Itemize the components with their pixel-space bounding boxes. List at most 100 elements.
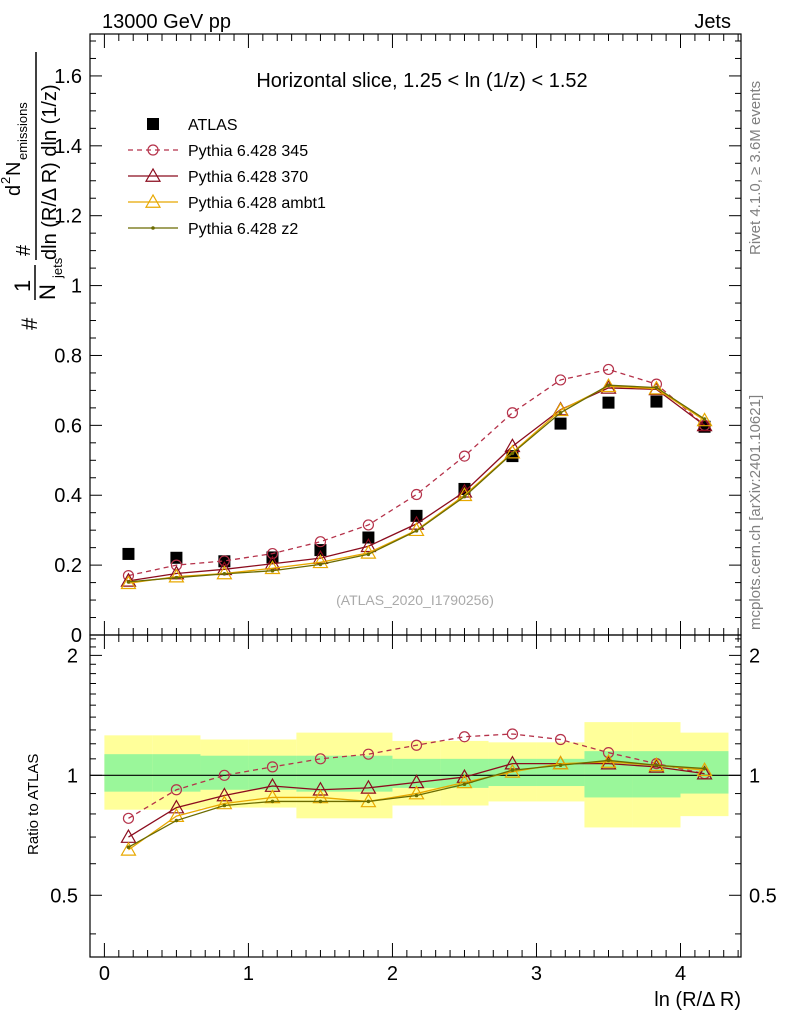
data-point-pythia-6-428-z2	[222, 572, 227, 576]
legend-entry-pythia-6-428-345: Pythia 6.428 345	[128, 143, 308, 160]
y-tick-label: 1.4	[54, 136, 82, 158]
legend-label: ATLAS	[188, 117, 238, 134]
ratio-point-pythia-6-428-z2	[510, 768, 515, 773]
ratio-point-pythia-6-428-z2	[270, 799, 275, 804]
ratio-point-pythia-6-428-345	[170, 784, 183, 796]
ylabel-denominator: dln (R/Δ R) dln (1/z)	[39, 84, 61, 260]
ylabel-hash-2: #	[13, 244, 35, 256]
legend-marker	[144, 167, 162, 182]
stat-uncertainty-band	[392, 758, 441, 788]
legend-marker	[147, 144, 159, 156]
y-tick-label: 1.6	[54, 66, 82, 88]
ratio-point-pythia-6-428-345	[314, 753, 327, 765]
ratio-y-tick-label-right: 2	[749, 645, 760, 667]
series-line-pythia-6-428-z2	[128, 384, 705, 583]
ylabel-d2-sup: 2	[0, 177, 13, 184]
series-line-pythia-6-428-370	[128, 387, 705, 582]
data-point-pythia-6-428-z2	[606, 383, 611, 387]
legend-entry-pythia-6-428-370: Pythia 6.428 370	[128, 167, 308, 186]
data-point-pythia-6-428-345	[314, 536, 327, 548]
ratio-point-pythia-6-428-z2	[414, 793, 419, 798]
data-point-atlas	[650, 395, 663, 408]
ratio-point-pythia-6-428-z2	[702, 766, 707, 771]
data-point-pythia-6-428-ambt1	[312, 554, 329, 569]
data-point-atlas	[554, 417, 567, 430]
legend-entry-atlas: ATLAS	[147, 117, 238, 134]
analysis-watermark: (ATLAS_2020_I1790256)	[336, 592, 494, 608]
data-point-pythia-6-428-ambt1	[456, 487, 473, 502]
ratio-x-ticks: 0 1 2 3 4	[89, 635, 739, 985]
data-point-pythia-6-428-z2	[270, 568, 275, 573]
stat-uncertainty-band	[248, 755, 297, 790]
data-point-pythia-6-428-z2	[462, 494, 467, 499]
y-tick-label: 1	[71, 276, 82, 298]
legend-entry-pythia-6-428-z2: Pythia 6.428 z2	[128, 221, 298, 238]
ratio-series-pythia-6-428-z2	[126, 758, 707, 850]
y-tick-label: 0.2	[54, 555, 82, 577]
ratio-point-pythia-6-428-345	[266, 761, 279, 773]
ratio-point-pythia-6-428-370	[360, 779, 377, 794]
stat-uncertainty-band	[200, 755, 249, 790]
ratio-point-pythia-6-428-z2	[558, 763, 563, 768]
data-point-pythia-6-428-370	[360, 538, 377, 553]
ratio-frame	[89, 634, 742, 958]
data-point-pythia-6-428-345	[506, 407, 519, 419]
data-point-pythia-6-428-ambt1	[264, 560, 281, 575]
ratio-point-pythia-6-428-345	[458, 731, 471, 743]
x-tick-label: 2	[387, 963, 398, 985]
chart-title: Horizontal slice, 1.25 < ln (1/z) < 1.52	[256, 70, 587, 92]
data-point-pythia-6-428-345	[602, 363, 615, 376]
data-point-atlas	[602, 396, 615, 409]
legend-marker	[144, 193, 162, 208]
x-tick-label: 3	[531, 963, 542, 985]
stat-uncertainty-band	[680, 751, 729, 794]
data-point-atlas	[362, 531, 375, 544]
series-pythia-6-428-370	[120, 379, 713, 587]
ratio-point-pythia-6-428-345	[410, 739, 423, 751]
data-point-pythia-6-428-370	[696, 417, 713, 432]
y-tick-label: 0.8	[54, 345, 82, 367]
series-pythia-6-428-345	[122, 363, 711, 582]
ratio-point-pythia-6-428-ambt1	[408, 785, 425, 800]
data-point-atlas	[506, 450, 519, 463]
data-point-pythia-6-428-345	[362, 519, 375, 531]
data-point-pythia-6-428-z2	[126, 580, 131, 584]
series-atlas	[122, 395, 711, 568]
data-point-atlas	[122, 547, 135, 560]
data-point-pythia-6-428-z2	[510, 451, 515, 456]
header-left: 13000 GeV pp	[102, 11, 231, 33]
data-point-pythia-6-428-z2	[174, 575, 179, 580]
main-x-ticks	[89, 34, 739, 635]
data-point-pythia-6-428-345	[554, 374, 567, 386]
ratio-point-pythia-6-428-z2	[654, 763, 659, 768]
ratio-point-pythia-6-428-370	[120, 828, 137, 843]
ratio-point-pythia-6-428-370	[168, 799, 185, 814]
ratio-point-pythia-6-428-345	[506, 728, 519, 740]
legend-entry-pythia-6-428-ambt1: Pythia 6.428 ambt1	[128, 193, 326, 212]
legend: ATLAS Pythia 6.428 345 Pythia 6.428 370 Pyt…	[128, 117, 326, 238]
ylabel-jets: jets	[50, 257, 65, 279]
ylabel-d2: d	[3, 185, 25, 196]
main-y-ticks: 0 0.2 0.4 0.6 0.8 1 1.2 1.4 1.6	[54, 40, 741, 647]
y-tick-label: 0.6	[54, 415, 82, 437]
stat-uncertainty-band	[296, 755, 345, 792]
ylabel-N: N	[35, 284, 60, 300]
data-point-pythia-6-428-z2	[558, 410, 563, 415]
data-point-pythia-6-428-ambt1	[168, 568, 185, 583]
data-point-pythia-6-428-z2	[702, 417, 707, 421]
ratio-y-tick-label-right: 1	[749, 765, 760, 787]
ratio-point-pythia-6-428-370	[312, 781, 329, 796]
ratio-plot-area	[120, 728, 713, 856]
x-axis-label: ln (R/Δ R)	[654, 989, 741, 1011]
y-tick-label: 0	[71, 625, 82, 647]
data-point-pythia-6-428-z2	[366, 552, 371, 557]
data-point-pythia-6-428-ambt1	[216, 565, 233, 580]
main-plot-area	[120, 363, 713, 590]
header-right: Jets	[694, 11, 731, 33]
data-point-pythia-6-428-370	[120, 572, 137, 587]
x-tick-label: 4	[675, 963, 686, 985]
ratio-point-pythia-6-428-370	[216, 787, 233, 802]
legend-label: Pythia 6.428 ambt1	[188, 195, 326, 212]
ylabel-one: 1	[10, 280, 35, 292]
ratio-point-pythia-6-428-ambt1	[216, 795, 233, 810]
